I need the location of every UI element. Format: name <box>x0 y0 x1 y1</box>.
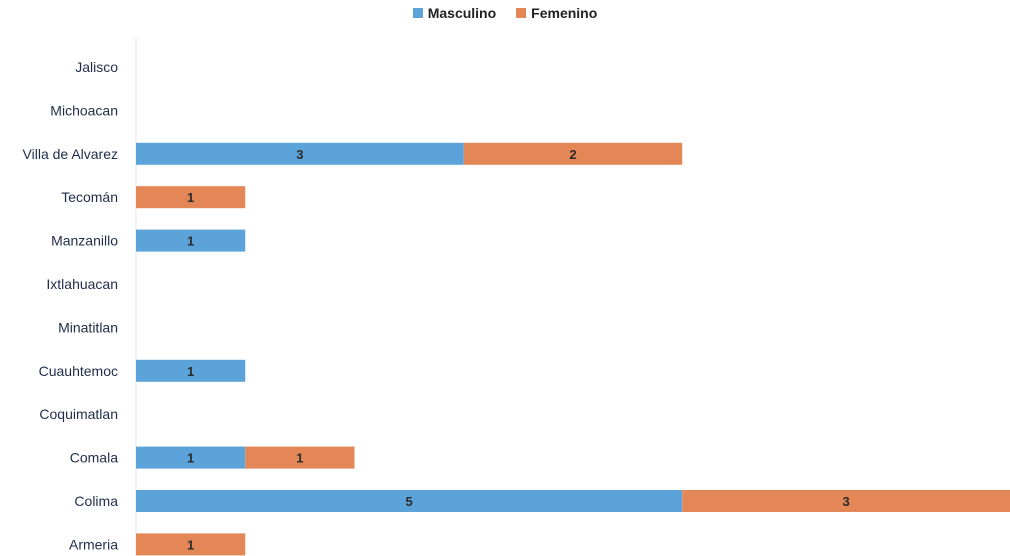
legend-item-femenino: Femenino <box>516 5 597 21</box>
category-label: Armeria <box>69 536 118 552</box>
bar-value-label: 2 <box>569 147 576 162</box>
bar-value-label: 1 <box>187 190 194 205</box>
bar-femenino <box>463 142 683 165</box>
legend-item-masculino: Masculino <box>412 5 497 21</box>
bar-masculino <box>136 229 246 252</box>
bar-value-label: 1 <box>187 451 194 466</box>
category-label: Ixtlahuacan <box>46 276 118 292</box>
bar-masculino <box>136 446 246 469</box>
category-label: Minatitlan <box>58 319 118 335</box>
bar-masculino <box>136 490 683 512</box>
bar-masculino <box>136 142 464 165</box>
category-label: Jalisco <box>75 59 118 75</box>
bar-femenino <box>136 533 246 556</box>
category-label: Cuauhtemoc <box>39 363 118 379</box>
bar-femenino <box>136 186 246 209</box>
bar-value-label: 3 <box>843 494 850 509</box>
category-label: Tecomán <box>61 189 118 205</box>
legend-swatch-femenino <box>516 8 527 18</box>
legend-swatch-masculino <box>412 8 423 18</box>
bar-value-label: 1 <box>187 537 194 552</box>
category-label: Michoacan <box>50 102 118 118</box>
bar-value-label: 5 <box>406 494 413 509</box>
bar-femenino <box>682 490 1010 512</box>
bar-value-label: 1 <box>296 451 303 466</box>
legend-label-femenino: Femenino <box>531 5 598 21</box>
category-label: Manzanillo <box>51 233 118 249</box>
category-label: Colima <box>74 493 118 509</box>
bar-value-label: 3 <box>296 147 303 162</box>
bar-femenino <box>245 446 355 469</box>
category-label: Villa de Alvarez <box>23 146 118 162</box>
bar-masculino <box>136 359 246 382</box>
category-label: Coquimatlan <box>39 406 118 422</box>
category-label: Comala <box>70 450 118 466</box>
bar-value-label: 1 <box>187 234 194 249</box>
legend-label-masculino: Masculino <box>427 5 497 21</box>
legend: Masculino Femenino <box>0 5 1010 21</box>
bar-value-label: 1 <box>187 364 194 379</box>
